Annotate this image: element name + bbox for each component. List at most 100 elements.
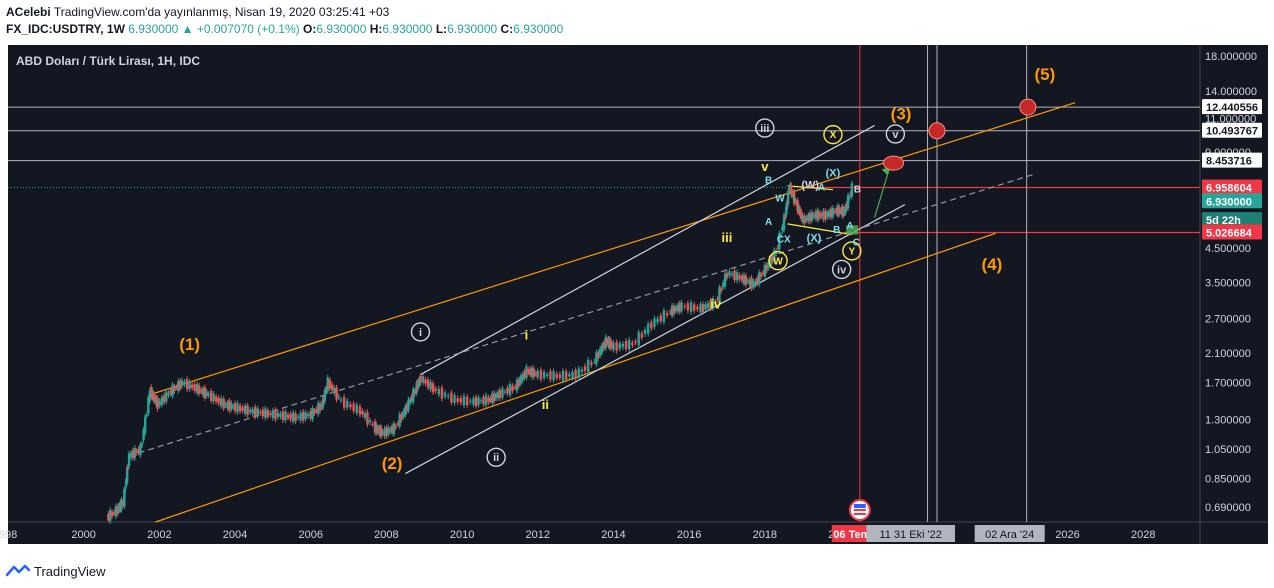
candle-body [791,191,794,194]
candle-body [152,393,155,400]
candle-body [637,332,640,346]
candle-body [126,466,130,469]
candle-body [376,427,379,432]
candle-body [151,390,154,398]
candle-body [848,197,851,199]
candle-body [628,339,631,350]
candle-body [479,400,483,402]
candle-body [309,410,312,419]
candle-body [424,379,427,384]
candle-body [609,340,613,349]
candle-body [786,191,790,205]
candle-body [778,233,781,250]
x-tick-label: 2028 [1131,529,1155,541]
axis-label-last: 6.930000 [1206,196,1252,208]
candle-body [377,427,381,434]
axis-label-countdown: 5d 22h [1206,215,1241,227]
candle-body [390,425,394,434]
candle-body [402,411,405,417]
candle-body [396,423,399,425]
candle-body [624,340,628,350]
candle-body [841,206,845,217]
candle-body [831,207,835,217]
candle-body [716,298,719,300]
candle-body [385,427,388,437]
wave-label-circle [410,322,431,342]
us-flag-stripe [853,509,866,511]
candle-body [264,408,267,418]
author-name[interactable]: ACelebi [6,5,51,19]
candle-body [593,361,596,363]
wave-label: ii [493,452,499,464]
candle-body [552,371,555,381]
candle-body [656,318,659,323]
candle-body [843,209,846,214]
axis-label-12: 12.440556 [1206,102,1258,114]
candle-body [600,344,604,353]
candle-body [289,413,292,420]
candle-body [487,397,490,403]
wave-label-circle [842,241,862,261]
candle-body [137,449,140,453]
low-label: L: [435,22,448,36]
candle-body [193,384,196,391]
candle-body [595,352,598,365]
candle-body [769,257,772,266]
candle-body [307,414,310,417]
price-chart[interactable]: 0.690000 0.850000 1.050000 1.300000 1.700000… [0,42,1274,550]
candle-body [177,381,180,391]
candle-body [583,366,587,371]
candle-body [175,387,178,389]
candle-body [296,416,300,418]
white-vertical-date-bg [974,525,1045,542]
price-change: +0.007070 (+0.1%) [196,22,300,36]
candle-body [696,306,699,310]
candle-body [156,397,159,409]
candle-body [816,210,820,221]
y-tick-label: 11.000000 [1205,114,1256,126]
candle-body [129,453,133,458]
candle-body [785,202,789,211]
wave-label: i [419,327,422,339]
candle-body [421,376,425,383]
candle-body [380,427,383,437]
candle-body [748,279,751,285]
candle-body [793,198,797,202]
footer: TradingView [6,561,106,581]
candle-body [670,305,674,316]
candle-body [701,304,705,312]
white-vertical-date-bg [866,525,956,542]
candle-body [844,206,847,214]
candle-body [291,412,295,422]
candle-body [259,411,262,414]
candle-body [381,432,384,434]
candle-body [124,489,127,491]
candle-body [188,381,191,389]
y-tick-label: 2.700000 [1205,313,1251,325]
x-tick-label: 2016 [677,529,701,541]
candle-body [387,427,390,435]
candle-body [640,333,644,338]
wave-label: A [818,182,825,193]
brand-label[interactable]: TradingView [34,563,106,579]
candle-body [443,392,447,397]
candle-body [846,195,850,209]
white-channel-bottom [405,204,906,475]
candle-body [752,281,755,287]
candle-body [405,404,409,411]
candle-body [845,203,849,209]
wave-label: ii [542,397,549,412]
y-tick-label: 14.000000 [1205,86,1257,98]
candle-body [404,406,407,416]
candle-body [207,394,210,396]
x-tick-label: 2014 [601,529,625,541]
wave-label: iii [760,123,769,135]
symbol-label[interactable]: FX_IDC:USDTRY, 1W [6,22,125,36]
candle-body [407,399,410,411]
candle-body [238,405,242,412]
candle-body [233,403,237,412]
candle-body [145,415,148,417]
candle-body [728,271,731,276]
candle-body [126,467,129,483]
publish-info: TradingView.com'da yayınlanmış, Nisan 19… [53,5,390,19]
